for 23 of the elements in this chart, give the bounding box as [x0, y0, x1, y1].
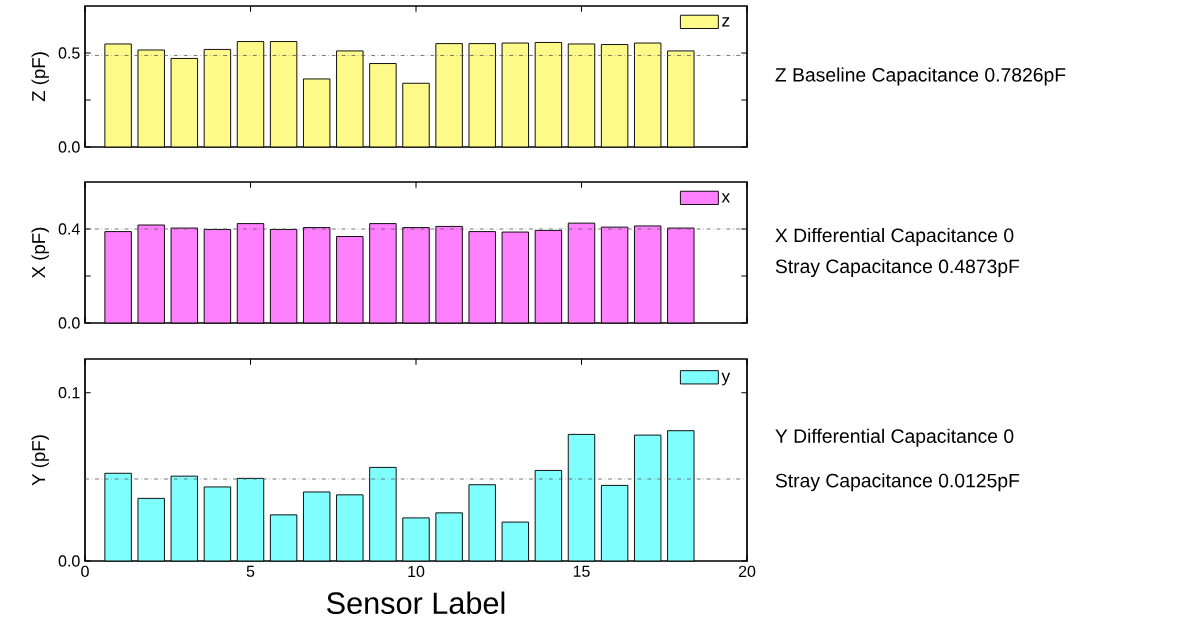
text: Z Baseline Capacitance 0.7826pF: [775, 67, 1066, 86]
y-tick-label: 0.0: [58, 317, 80, 329]
y-axis-title: X (pF): [31, 227, 49, 278]
legend-label: x: [721, 193, 730, 203]
y-tick-label: 0.5: [58, 47, 80, 59]
y-tick-label: 0.0: [58, 141, 80, 153]
legend-label: z: [722, 17, 730, 27]
legend-label: y: [721, 372, 731, 386]
text: Stray Capacitance 0.0125pF: [775, 472, 1020, 491]
y-axis-title: Y (pF): [31, 435, 49, 486]
y-tick-label: 0.1: [58, 386, 80, 399]
y-axis-title: Z (pF): [31, 52, 49, 102]
text: X Differential Capacitance 0: [775, 227, 1014, 246]
x-axis-title: Sensor Label: [327, 591, 505, 614]
y-tick-label: 0.4: [58, 223, 80, 235]
x-tick-label: 5: [246, 565, 255, 577]
x-tick-label: 0: [81, 565, 89, 577]
text: Stray Capacitance 0.4873pF: [775, 258, 1020, 277]
x-tick-label: 10: [408, 565, 425, 577]
y-tick-label: 0.0: [58, 555, 80, 567]
x-tick-label: 15: [573, 565, 590, 577]
x-tick-label: 20: [738, 565, 756, 577]
text: Y Differential Capacitance 0: [775, 428, 1014, 447]
